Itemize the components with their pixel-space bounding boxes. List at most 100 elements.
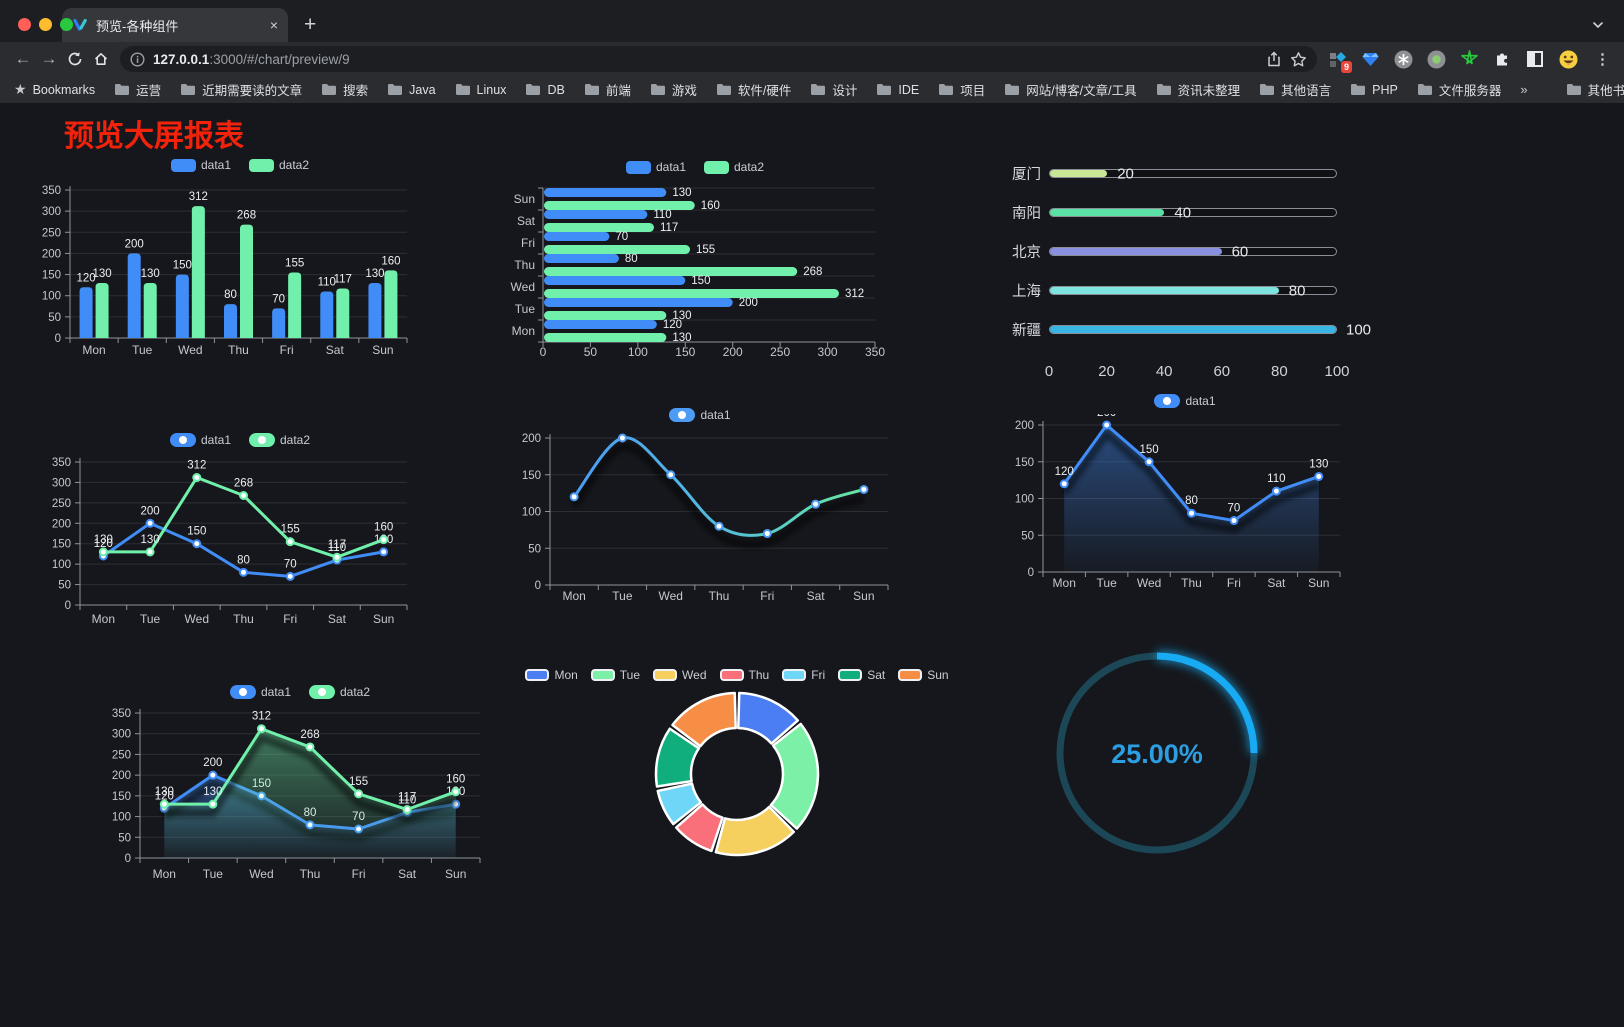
progress-fill bbox=[1050, 248, 1222, 255]
bookmark-folder[interactable]: 文件服务器 bbox=[1417, 80, 1501, 99]
bookmark-folder[interactable]: 近期需要读的文章 bbox=[180, 80, 302, 99]
axis-tick-label: 40 bbox=[1155, 363, 1173, 380]
tab-search-chevron-icon[interactable] bbox=[1592, 8, 1604, 42]
svg-text:Tue: Tue bbox=[203, 867, 224, 881]
bookmark-folder[interactable]: 软件/硬件 bbox=[716, 80, 791, 99]
donut-slice-mon[interactable] bbox=[737, 691, 800, 745]
bookmarks-root[interactable]: ★ Bookmarks bbox=[14, 81, 95, 98]
legend-item-fri[interactable]: Fri bbox=[782, 668, 825, 682]
legend-item-mon[interactable]: Mon bbox=[525, 668, 578, 682]
browser-menu-icon[interactable]: ⋮ bbox=[1595, 51, 1610, 68]
svg-text:Mon: Mon bbox=[82, 343, 105, 357]
legend-item-sun[interactable]: Sun bbox=[898, 668, 949, 682]
svg-text:Sun: Sun bbox=[372, 343, 393, 357]
donut-slice-tue[interactable] bbox=[769, 722, 820, 830]
bookmark-folder[interactable]: 项目 bbox=[938, 80, 985, 99]
extension-half-square-icon[interactable] bbox=[1525, 49, 1545, 69]
bookmark-folder[interactable]: 设计 bbox=[810, 80, 857, 99]
legend-label: Sat bbox=[867, 668, 886, 682]
donut-slice-sat[interactable] bbox=[654, 727, 701, 788]
bookmark-folder[interactable]: 资讯未整理 bbox=[1156, 80, 1240, 99]
svg-text:200: 200 bbox=[112, 770, 131, 782]
legend-item-data1[interactable]: data1 bbox=[169, 433, 231, 447]
donut-slice-fri[interactable] bbox=[656, 782, 703, 826]
legend-label: data2 bbox=[280, 433, 311, 447]
close-window-button[interactable] bbox=[18, 18, 31, 31]
svg-text:300: 300 bbox=[52, 477, 71, 489]
legend-label: data1 bbox=[1185, 394, 1216, 408]
legend-marker bbox=[590, 669, 615, 681]
legend-label: data2 bbox=[279, 158, 310, 172]
svg-text:Thu: Thu bbox=[300, 867, 321, 881]
tab-close-icon[interactable]: × bbox=[269, 17, 278, 33]
bookmark-star-icon[interactable] bbox=[1290, 51, 1307, 68]
legend-item-data1[interactable]: data1 bbox=[1154, 394, 1216, 408]
legend-item-wed[interactable]: Wed bbox=[653, 668, 707, 682]
back-button[interactable]: ← bbox=[14, 49, 32, 68]
legend-item-data1[interactable]: data1 bbox=[625, 160, 686, 174]
legend-item-thu[interactable]: Thu bbox=[719, 668, 769, 682]
legend-item-data2[interactable]: data2 bbox=[309, 685, 370, 699]
extension-asterisk-icon[interactable] bbox=[1393, 49, 1413, 69]
other-bookmarks-folder[interactable]: 其他书签 bbox=[1566, 80, 1624, 99]
bookmark-folder-label: IDE bbox=[898, 82, 920, 97]
bookmark-folder[interactable]: 其他语言 bbox=[1259, 80, 1331, 99]
bookmark-folder[interactable]: 前端 bbox=[584, 80, 631, 99]
legend-marker bbox=[625, 160, 651, 174]
legend-marker bbox=[229, 685, 256, 699]
donut-slice-thu[interactable] bbox=[674, 803, 724, 853]
browser-tab[interactable]: 预览-各种组件 × bbox=[62, 8, 288, 42]
legend-item-data1[interactable]: data1 bbox=[669, 408, 731, 422]
svg-text:50: 50 bbox=[118, 832, 131, 844]
page-content: 预览大屏报表 data1 data2 0 50 100 150 200 250 300 350 Mo… bbox=[0, 103, 1624, 1027]
svg-text:70: 70 bbox=[272, 293, 285, 305]
legend-item-data1[interactable]: data1 bbox=[229, 685, 291, 699]
home-button[interactable] bbox=[88, 46, 114, 72]
legend-label: data2 bbox=[734, 160, 765, 174]
legend-item-data1[interactable]: data1 bbox=[170, 158, 231, 172]
bookmark-folder[interactable]: Java bbox=[387, 83, 436, 97]
chart-canvas: 0 50 100 150 200 250 300 350 Mon Tue Wed Thu Fri Sat S… bbox=[42, 185, 408, 357]
svg-text:Tue: Tue bbox=[612, 589, 633, 603]
forward-button[interactable]: → bbox=[40, 49, 58, 68]
share-icon[interactable] bbox=[1266, 51, 1282, 68]
bookmark-folder[interactable]: PHP bbox=[1350, 83, 1398, 97]
bookmark-folder[interactable]: IDE bbox=[876, 83, 919, 97]
bookmark-folder[interactable]: 搜索 bbox=[321, 80, 368, 99]
bookmark-folder[interactable]: DB bbox=[525, 83, 565, 97]
extension-gem-icon[interactable] bbox=[1360, 49, 1380, 69]
new-tab-button[interactable]: + bbox=[304, 13, 317, 36]
bookmark-folder[interactable]: 游戏 bbox=[650, 80, 697, 99]
legend-marker bbox=[525, 669, 550, 681]
legend-item-sat[interactable]: Sat bbox=[838, 668, 885, 682]
svg-text:117: 117 bbox=[328, 539, 346, 551]
extensions-puzzle-icon[interactable] bbox=[1492, 49, 1512, 69]
extension-green-star-icon[interactable] bbox=[1459, 49, 1479, 69]
donut-slice-wed[interactable] bbox=[714, 805, 795, 857]
bookmark-folder[interactable]: Linux bbox=[455, 83, 506, 97]
donut-slice-sun[interactable] bbox=[671, 691, 737, 748]
svg-text:200: 200 bbox=[52, 518, 71, 530]
svg-text:130: 130 bbox=[141, 268, 160, 280]
legend-item-data2[interactable]: data2 bbox=[704, 160, 764, 174]
address-bar[interactable]: 127.0.0.1:3000/#/chart/preview/9 bbox=[120, 46, 1317, 72]
progress-row-新疆: 新疆 100 bbox=[995, 310, 1371, 349]
minimize-window-button[interactable] bbox=[39, 18, 52, 31]
maximize-window-button[interactable] bbox=[60, 18, 73, 31]
bookmark-folder[interactable]: 网站/博客/文章/工具 bbox=[1004, 80, 1137, 99]
legend-item-tue[interactable]: Tue bbox=[590, 668, 640, 682]
svg-text:Sat: Sat bbox=[398, 867, 417, 881]
bookmark-folder[interactable]: 运营 bbox=[114, 80, 161, 99]
legend-item-data2[interactable]: data2 bbox=[249, 158, 309, 172]
bookmark-folder-label: 项目 bbox=[960, 84, 986, 98]
extension-dot-circle-icon[interactable] bbox=[1426, 49, 1446, 69]
site-info-icon[interactable] bbox=[130, 51, 145, 67]
bookmarks-overflow-chevron[interactable]: » bbox=[1520, 82, 1528, 97]
legend-item-data2[interactable]: data2 bbox=[249, 433, 310, 447]
svg-text:110: 110 bbox=[328, 542, 346, 554]
extension-grid-icon[interactable]: 9 bbox=[1327, 49, 1352, 73]
reload-button[interactable] bbox=[62, 46, 88, 72]
svg-text:0: 0 bbox=[125, 853, 131, 865]
extension-emoji-icon[interactable] bbox=[1558, 49, 1578, 69]
svg-text:50: 50 bbox=[1021, 530, 1034, 542]
